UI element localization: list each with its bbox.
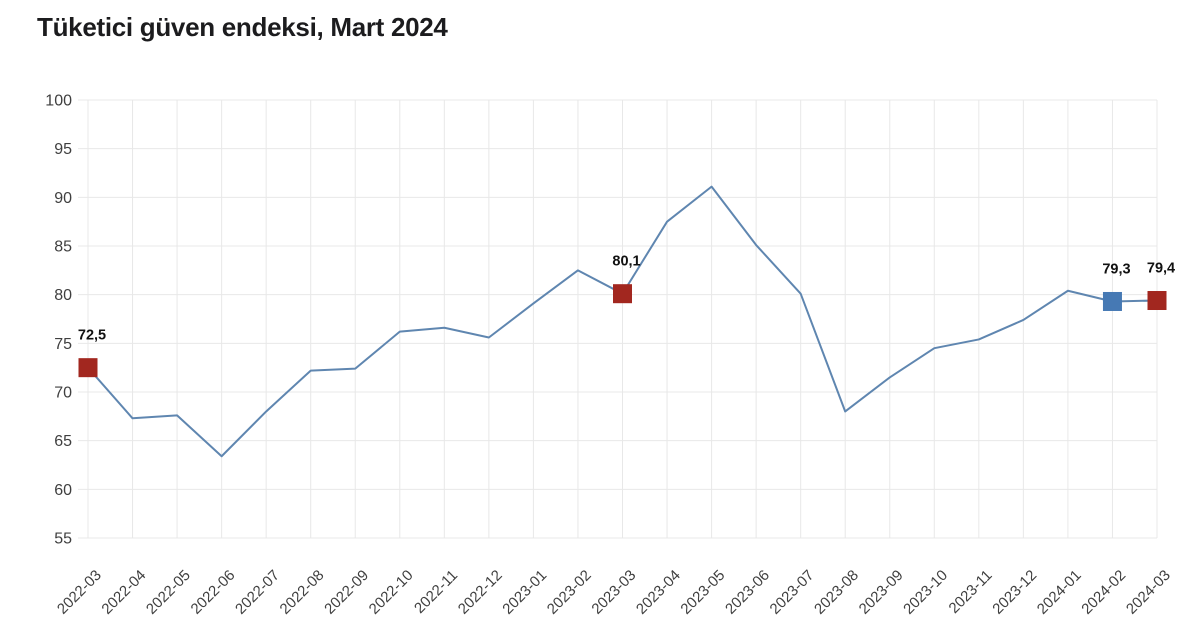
x-tick-label-2022-07: 2022-07 (232, 567, 283, 618)
x-tick-label-2023-01: 2023-01 (499, 567, 550, 618)
marker-2022-03 (78, 358, 98, 378)
x-tick-label-2023-07: 2023-07 (767, 567, 818, 618)
x-tick-label-2022-03: 2022-03 (54, 567, 105, 618)
y-tick-label-75: 75 (54, 336, 72, 353)
x-tick-label-2023-09: 2023-09 (856, 567, 907, 618)
x-tick-label-2022-09: 2022-09 (321, 567, 372, 618)
marker-2024-03 (1147, 291, 1167, 311)
x-tick-label-2023-05: 2023-05 (677, 567, 728, 618)
x-tick-label-2023-06: 2023-06 (722, 567, 773, 618)
x-tick-label-2024-02: 2024-02 (1078, 567, 1129, 618)
data-label-2022-03: 72,5 (78, 328, 106, 344)
x-tick-label-2024-03: 2024-03 (1123, 567, 1174, 618)
x-tick-label-2022-08: 2022-08 (277, 567, 328, 618)
x-tick-label-2023-11: 2023-11 (946, 567, 996, 617)
x-tick-label-2022-06: 2022-06 (187, 567, 238, 618)
y-tick-label-55: 55 (54, 531, 72, 548)
y-tick-label-70: 70 (54, 385, 72, 402)
data-label-2023-03: 80,1 (612, 254, 640, 270)
x-tick-label-2022-05: 2022-05 (143, 567, 194, 618)
x-tick-label-2024-01: 2024-01 (1034, 567, 1085, 618)
y-tick-label-85: 85 (54, 239, 72, 256)
x-tick-label-2023-02: 2023-02 (544, 567, 595, 618)
x-tick-label-2022-10: 2022-10 (366, 567, 417, 618)
y-tick-label-100: 100 (45, 93, 72, 110)
data-label-2024-02: 79,3 (1102, 261, 1130, 277)
data-label-2024-03: 79,4 (1147, 261, 1175, 277)
x-tick-label-2022-04: 2022-04 (98, 567, 149, 618)
x-tick-label-2023-12: 2023-12 (989, 567, 1040, 618)
y-tick-label-60: 60 (54, 482, 72, 499)
marker-2024-02 (1102, 291, 1122, 311)
y-tick-label-95: 95 (54, 141, 72, 158)
y-tick-label-90: 90 (54, 190, 72, 207)
x-tick-label-2023-04: 2023-04 (633, 567, 684, 618)
x-tick-label-2022-11: 2022-11 (411, 567, 461, 617)
marker-2023-03 (613, 284, 632, 304)
x-tick-label-2023-10: 2023-10 (900, 567, 951, 618)
y-tick-label-65: 65 (54, 433, 72, 450)
chart-title: Tüketici güven endeksi, Mart 2024 (37, 12, 448, 42)
y-tick-label-80: 80 (54, 287, 72, 304)
x-tick-label-2022-12: 2022-12 (455, 567, 506, 618)
x-tick-label-2023-08: 2023-08 (811, 567, 862, 618)
x-tick-label-2023-03: 2023-03 (588, 567, 639, 618)
